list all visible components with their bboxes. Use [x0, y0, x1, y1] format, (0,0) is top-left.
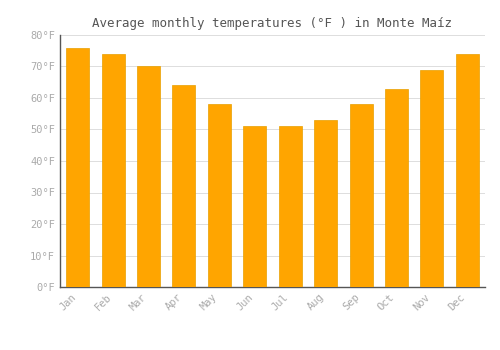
Bar [420, 70, 444, 287]
Bar [314, 120, 337, 287]
Bar [350, 104, 372, 287]
Bar [278, 126, 301, 287]
Bar [208, 104, 231, 287]
Bar [244, 126, 266, 287]
Bar [102, 54, 124, 287]
Title: Average monthly temperatures (°F ) in Monte Maíz: Average monthly temperatures (°F ) in Mo… [92, 17, 452, 30]
Bar [137, 66, 160, 287]
Bar [66, 48, 89, 287]
Bar [456, 54, 479, 287]
Bar [172, 85, 196, 287]
Bar [385, 89, 408, 287]
